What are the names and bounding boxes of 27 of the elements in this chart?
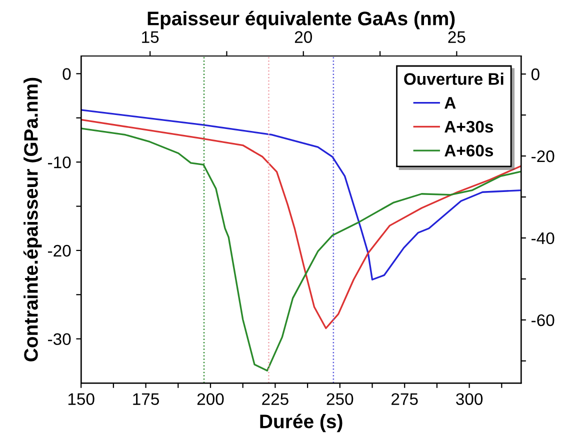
x-axis-title: Durée (s) bbox=[260, 414, 342, 432]
legend-label: A bbox=[444, 97, 456, 109]
line-series bbox=[81, 109, 521, 280]
x-tick-label: 175 bbox=[133, 393, 159, 406]
x-tick-label: 275 bbox=[392, 393, 418, 406]
x2-axis-title: Epaisseur équivalente GaAs (nm) bbox=[148, 10, 455, 30]
y2-tick-label: -60 bbox=[532, 314, 554, 326]
x2-tick-label: 25 bbox=[448, 31, 466, 43]
y2-tick-label: -20 bbox=[532, 150, 554, 162]
y-tick-label: -10 bbox=[48, 156, 71, 168]
y2-tick-label: -40 bbox=[532, 232, 554, 244]
y-tick-label: 0 bbox=[62, 68, 71, 80]
x-tick-label: 200 bbox=[197, 393, 224, 406]
y2-tick-label: 0 bbox=[531, 68, 540, 80]
x2-tick-label: 20 bbox=[294, 31, 312, 43]
line-series bbox=[81, 118, 521, 330]
legend-label: A+30s bbox=[444, 120, 494, 133]
legend-label: A+60s bbox=[444, 144, 494, 157]
x-tick-label: 300 bbox=[456, 393, 483, 406]
x-tick-label: 150 bbox=[68, 393, 94, 406]
x2-tick-label: 15 bbox=[142, 31, 159, 43]
x-tick-label: 225 bbox=[262, 393, 288, 406]
legend-title: Ouverture Bi bbox=[404, 72, 504, 85]
y-axis-title: Contrainte.épaisseur (GPa.nm) bbox=[23, 78, 42, 362]
y-tick-label: -30 bbox=[48, 333, 71, 346]
x-tick-label: 250 bbox=[326, 393, 354, 406]
y-tick-label: -20 bbox=[48, 244, 71, 257]
